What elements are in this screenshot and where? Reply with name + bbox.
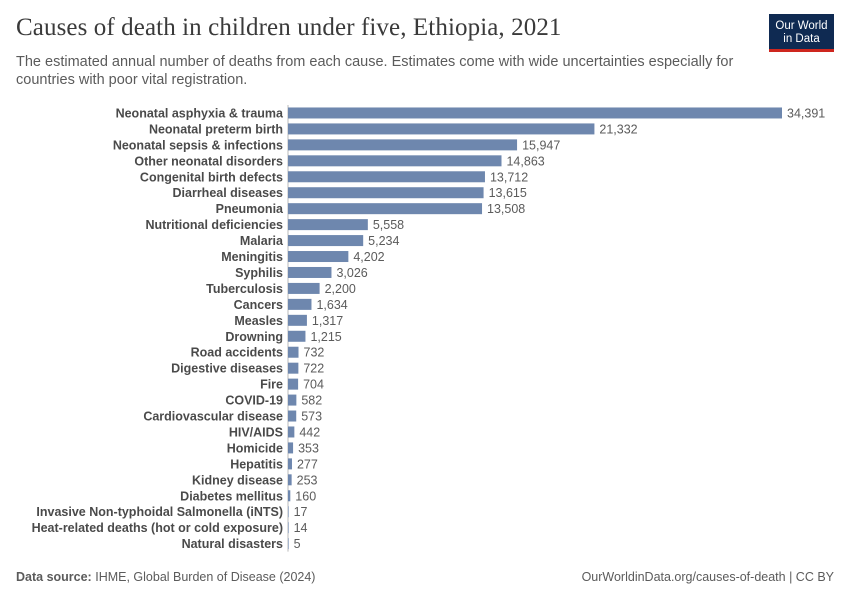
bar[interactable] bbox=[288, 251, 349, 263]
value-label: 15,947 bbox=[522, 138, 560, 152]
category-label: Homicide bbox=[227, 441, 283, 455]
chart-title: Causes of death in children under five, … bbox=[16, 14, 562, 41]
category-label: Neonatal preterm birth bbox=[149, 122, 283, 136]
category-label: Diabetes mellitus bbox=[180, 489, 283, 503]
value-label: 3,026 bbox=[336, 266, 367, 280]
value-label: 353 bbox=[298, 441, 319, 455]
value-label: 34,391 bbox=[787, 106, 825, 120]
bar[interactable] bbox=[288, 442, 294, 454]
category-label: Digestive diseases bbox=[171, 362, 283, 376]
value-label: 14,863 bbox=[506, 154, 544, 168]
bar[interactable] bbox=[288, 203, 483, 215]
value-label: 13,615 bbox=[489, 186, 527, 200]
bar[interactable] bbox=[288, 219, 368, 231]
category-label: Neonatal sepsis & infections bbox=[113, 138, 283, 152]
bar[interactable] bbox=[288, 410, 297, 422]
bar[interactable] bbox=[288, 506, 289, 518]
value-label: 17 bbox=[294, 505, 308, 519]
bar[interactable] bbox=[288, 458, 292, 470]
category-label: Road accidents bbox=[191, 346, 283, 360]
value-label: 732 bbox=[304, 346, 325, 360]
category-label: Congenital birth defects bbox=[140, 170, 283, 184]
bars-group: Neonatal asphyxia & trauma 34,391 Neonatal… bbox=[32, 106, 826, 551]
owid-logo[interactable]: Our World in Data bbox=[769, 14, 834, 52]
data-source-text: IHME, Global Burden of Disease (2024) bbox=[95, 570, 316, 584]
value-label: 5 bbox=[294, 537, 301, 551]
bar[interactable] bbox=[288, 171, 485, 183]
bar[interactable] bbox=[288, 314, 307, 326]
category-label: Fire bbox=[260, 378, 283, 392]
bar[interactable] bbox=[288, 107, 782, 119]
category-label: Drowning bbox=[225, 330, 283, 344]
logo-line-1: Our World bbox=[775, 20, 828, 32]
bar[interactable] bbox=[288, 490, 291, 502]
category-label: COVID-19 bbox=[225, 394, 283, 408]
category-label: Measles bbox=[234, 314, 283, 328]
logo-line-2: in Data bbox=[783, 33, 820, 45]
category-label: Cancers bbox=[234, 298, 283, 312]
bar[interactable] bbox=[288, 235, 364, 247]
bar[interactable] bbox=[288, 474, 292, 486]
chart-subtitle: The estimated annual number of deaths fr… bbox=[16, 54, 734, 88]
category-label: Tuberculosis bbox=[206, 282, 283, 296]
category-label: Syphilis bbox=[235, 266, 283, 280]
value-label: 2,200 bbox=[325, 282, 356, 296]
source-url-link[interactable]: OurWorldinData.org/causes-of-death | CC … bbox=[581, 570, 834, 584]
bar[interactable] bbox=[288, 538, 289, 550]
data-source: Data source: IHME, Global Burden of Dise… bbox=[16, 570, 315, 584]
bar[interactable] bbox=[288, 362, 299, 374]
category-label: Malaria bbox=[240, 234, 284, 248]
value-label: 1,215 bbox=[310, 330, 341, 344]
bar[interactable] bbox=[288, 330, 306, 342]
value-label: 14 bbox=[294, 521, 308, 535]
value-label: 704 bbox=[303, 378, 324, 392]
category-label: Neonatal asphyxia & trauma bbox=[116, 106, 284, 120]
value-label: 21,332 bbox=[599, 122, 637, 136]
bar[interactable] bbox=[288, 123, 595, 135]
category-label: Kidney disease bbox=[192, 473, 283, 487]
category-label: Heat-related deaths (hot or cold exposur… bbox=[32, 521, 283, 535]
value-label: 277 bbox=[297, 457, 318, 471]
bar[interactable] bbox=[288, 139, 518, 151]
bar[interactable] bbox=[288, 187, 484, 199]
value-label: 4,202 bbox=[353, 250, 384, 264]
category-label: Diarrheal diseases bbox=[173, 186, 284, 200]
value-label: 722 bbox=[303, 362, 324, 376]
bar[interactable] bbox=[288, 298, 312, 310]
category-label: Other neonatal disorders bbox=[134, 154, 283, 168]
bar[interactable] bbox=[288, 282, 320, 294]
category-label: Cardiovascular disease bbox=[143, 410, 283, 424]
category-label: Hepatitis bbox=[230, 457, 283, 471]
category-label: HIV/AIDS bbox=[229, 425, 283, 439]
bar[interactable] bbox=[288, 155, 502, 167]
value-label: 160 bbox=[295, 489, 316, 503]
category-label: Natural disasters bbox=[182, 537, 283, 551]
value-label: 5,234 bbox=[368, 234, 399, 248]
bar[interactable] bbox=[288, 522, 289, 534]
value-label: 573 bbox=[301, 410, 322, 424]
bar[interactable] bbox=[288, 346, 299, 358]
value-label: 13,508 bbox=[487, 202, 525, 216]
bar[interactable] bbox=[288, 378, 299, 390]
category-label: Meningitis bbox=[221, 250, 283, 264]
value-label: 442 bbox=[299, 425, 320, 439]
value-label: 1,634 bbox=[316, 298, 347, 312]
data-source-label: Data source: bbox=[16, 570, 92, 584]
category-label: Pneumonia bbox=[216, 202, 284, 216]
bar-chart: Neonatal asphyxia & trauma 34,391 Neonatal… bbox=[32, 105, 826, 552]
value-label: 5,558 bbox=[373, 218, 404, 232]
bar[interactable] bbox=[288, 426, 295, 438]
category-label: Invasive Non-typhoidal Salmonella (iNTS) bbox=[36, 505, 283, 519]
bar[interactable] bbox=[288, 394, 297, 406]
category-label: Nutritional deficiencies bbox=[145, 218, 283, 232]
value-label: 253 bbox=[297, 473, 318, 487]
value-label: 13,712 bbox=[490, 170, 528, 184]
bar[interactable] bbox=[288, 266, 332, 278]
value-label: 1,317 bbox=[312, 314, 343, 328]
value-label: 582 bbox=[301, 394, 322, 408]
